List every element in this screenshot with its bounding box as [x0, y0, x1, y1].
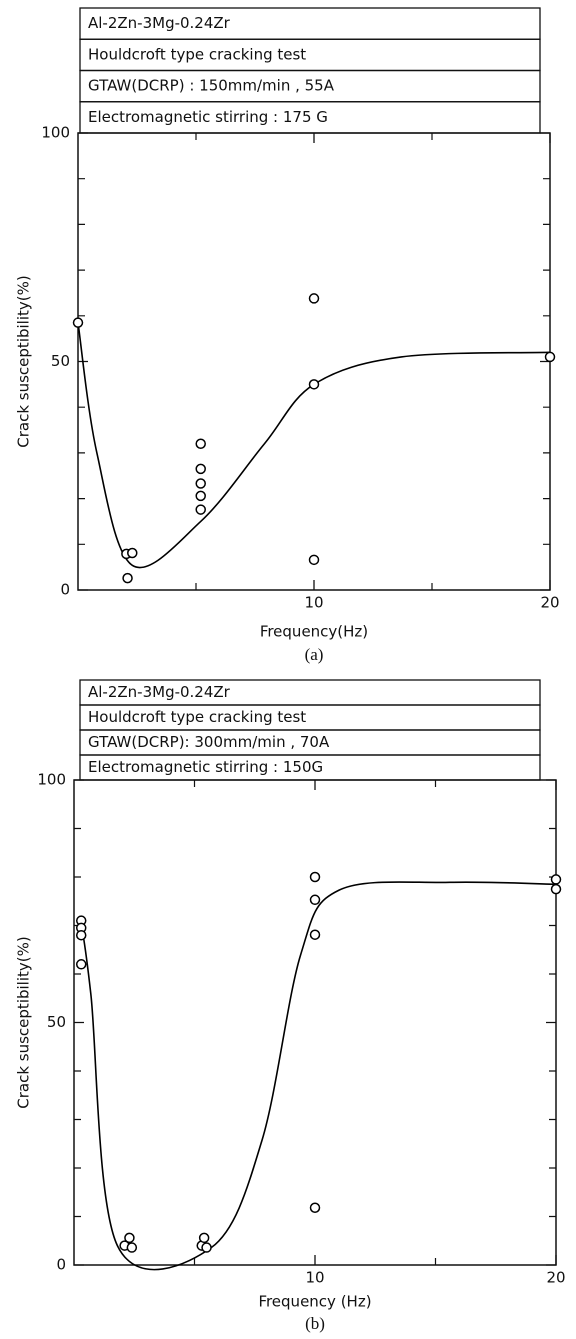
- x-tick-label: 10: [305, 1269, 324, 1287]
- data-point: [309, 1202, 321, 1214]
- data-point: [308, 379, 320, 390]
- header-text: Electromagnetic stirring : 175 G: [88, 108, 328, 126]
- data-point: [198, 1232, 210, 1244]
- y-tick-label: 100: [37, 771, 66, 789]
- data-point: [550, 883, 562, 895]
- data-point: [309, 871, 321, 883]
- y-tick-label: 0: [56, 1256, 66, 1274]
- data-point: [72, 317, 84, 328]
- header-text: Electromagnetic stirring : 150G: [88, 758, 323, 776]
- data-point: [550, 874, 562, 885]
- x-tick-label: 20: [546, 1269, 565, 1287]
- data-point: [124, 1232, 135, 1244]
- data-point: [195, 463, 206, 475]
- x-tick-label: 10: [304, 594, 323, 612]
- y-tick-label: 50: [51, 352, 70, 370]
- y-tick-label: 50: [47, 1013, 66, 1031]
- header-text: GTAW(DCRP): 300mm/min , 70A: [88, 733, 330, 751]
- x-tick-label: 20: [540, 594, 559, 612]
- header-text: Houldcroft type cracking test: [88, 708, 306, 726]
- data-point: [308, 554, 320, 566]
- header-text: GTAW(DCRP) : 150mm/min , 55A: [88, 77, 335, 95]
- y-tick-label: 100: [41, 124, 70, 142]
- plot-frame: [73, 779, 557, 1266]
- data-point: [201, 1242, 212, 1253]
- header-text: Houldcroft type cracking test: [88, 45, 306, 63]
- data-point: [75, 959, 87, 970]
- y-axis-label: Crack susceptibility(%): [15, 275, 33, 447]
- data-point: [122, 572, 133, 584]
- header-text: Al-2Zn-3Mg-0.24Zr: [88, 683, 231, 701]
- data-point: [195, 504, 206, 515]
- fit-curve: [77, 322, 551, 569]
- x-axis-label: Frequency (Hz): [258, 1293, 371, 1311]
- data-point: [544, 351, 556, 363]
- data-point: [309, 929, 321, 940]
- fit-curve: [80, 881, 557, 1271]
- header-text: Al-2Zn-3Mg-0.24Zr: [88, 14, 231, 32]
- data-point: [308, 293, 320, 304]
- data-point: [195, 438, 206, 450]
- data-point: [75, 929, 87, 941]
- data-point: [195, 478, 206, 489]
- x-axis-label: Frequency(Hz): [260, 623, 368, 641]
- caption: (b): [305, 1314, 325, 1333]
- plot-frame: [77, 132, 551, 591]
- y-tick-label: 0: [60, 581, 70, 599]
- data-point: [126, 1242, 138, 1253]
- caption: (a): [305, 645, 324, 664]
- y-axis-label: Crack susceptibility(%): [15, 936, 33, 1108]
- data-point: [127, 547, 138, 559]
- data-point: [195, 490, 206, 502]
- data-point: [309, 894, 321, 906]
